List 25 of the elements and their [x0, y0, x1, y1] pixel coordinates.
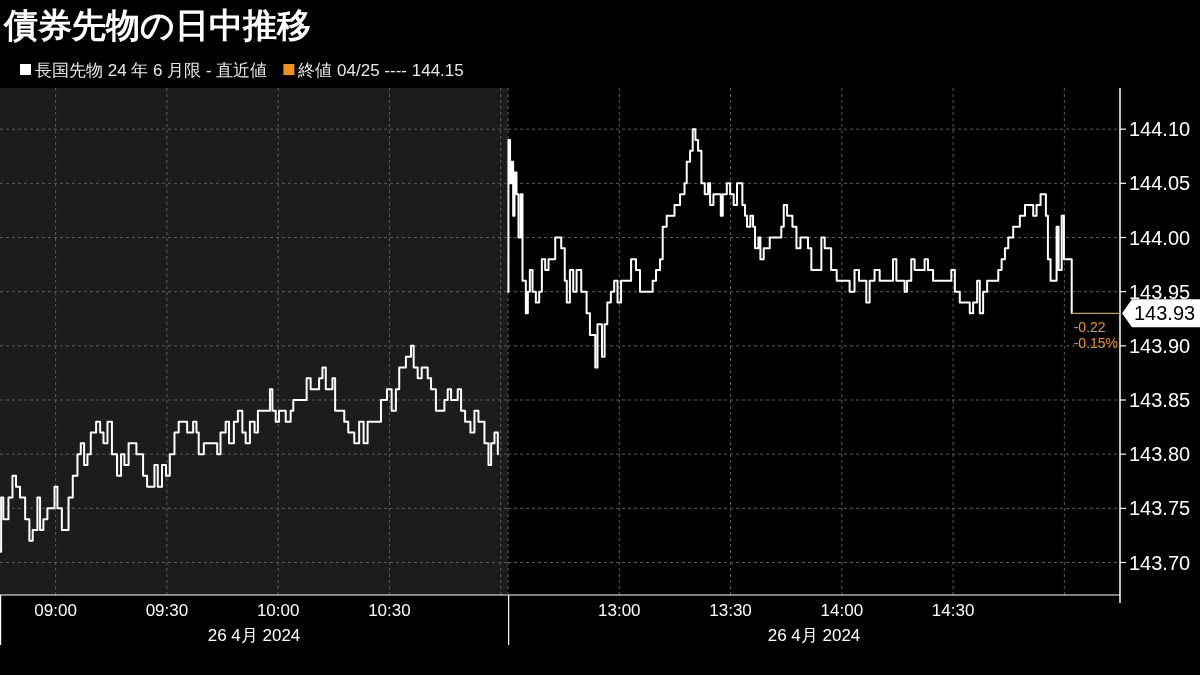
annotation: -0.22 [1073, 319, 1106, 336]
y-tick-label: 144.00 [1129, 226, 1191, 249]
x-axis-title: 26 4月 2024 [767, 626, 861, 645]
x-tick-label: 09:00 [34, 601, 77, 620]
x-tick-label: 13:30 [709, 601, 752, 620]
y-tick-label: 143.90 [1129, 334, 1191, 357]
annotation: -0.15% [1073, 335, 1119, 352]
x-tick-label: 14:30 [931, 601, 975, 620]
annotation: 143.93 [1134, 302, 1196, 325]
y-tick-label: 144.05 [1129, 172, 1191, 195]
x-tick-label: 10:00 [256, 601, 300, 620]
legend-label: 長国先物 24 年 6 月限 - 直近値 [35, 60, 268, 80]
x-axis-title: 26 4月 2024 [207, 626, 301, 645]
y-tick-label: 143.95 [1129, 280, 1191, 303]
legend-label: 終値 04/25 ---- 144.15 [297, 60, 464, 80]
chart-title: 債券先物の日中推移 [3, 6, 311, 44]
y-tick-label: 143.75 [1129, 497, 1191, 520]
x-tick-label: 13:00 [598, 601, 641, 620]
x-tick-label: 09:30 [145, 601, 189, 620]
x-tick-label: 10:30 [368, 601, 411, 620]
y-tick-label: 143.85 [1129, 389, 1191, 411]
y-tick-label: 144.10 [1129, 118, 1191, 141]
y-tick-label: 143.80 [1129, 443, 1191, 466]
y-tick-label: 143.70 [1129, 551, 1191, 574]
x-tick-label: 14:00 [820, 601, 864, 620]
